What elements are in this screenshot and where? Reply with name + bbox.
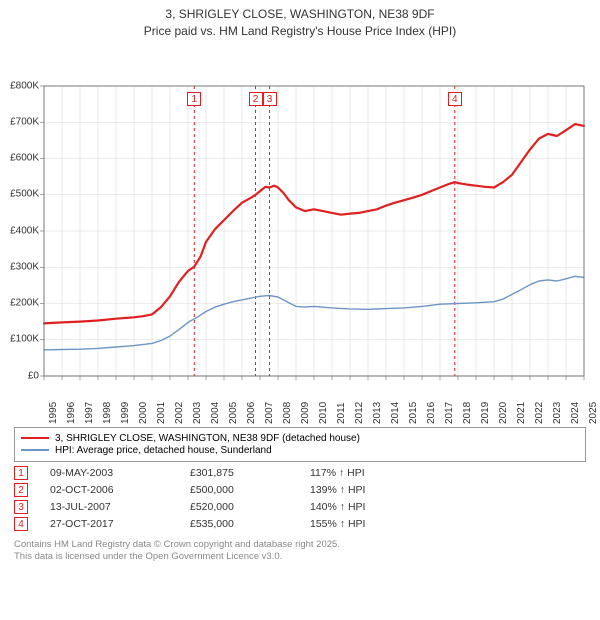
sales-table: 1 09-MAY-2003£301,875117% ↑ HPI 2 02-OCT-20… [14, 466, 586, 531]
y-tick-label: £500K [0, 189, 39, 200]
sales-hpi: 139% ↑ HPI [310, 484, 430, 496]
y-tick-label: £800K [0, 80, 39, 91]
sales-marker: 2 [14, 483, 28, 497]
chart-title: 3, SHRIGLEY CLOSE, WASHINGTON, NE38 9DF … [0, 0, 600, 40]
sales-date: 02-OCT-2006 [50, 484, 190, 496]
x-tick-label: 2012 [354, 401, 365, 423]
sales-hpi: 140% ↑ HPI [310, 501, 430, 513]
sales-row: 3 13-JUL-2007£520,000140% ↑ HPI [14, 500, 586, 514]
y-tick-label: £0 [0, 370, 39, 381]
footer-line2: This data is licensed under the Open Gov… [14, 551, 282, 562]
x-tick-label: 2024 [570, 401, 581, 423]
legend-swatch [21, 437, 49, 439]
sales-price: £301,875 [190, 467, 310, 479]
x-tick-label: 2013 [372, 401, 383, 423]
sales-price: £535,000 [190, 518, 310, 530]
x-tick-label: 2017 [444, 401, 455, 423]
sales-marker: 3 [14, 500, 28, 514]
x-tick-label: 1999 [120, 401, 131, 423]
x-tick-label: 2006 [246, 401, 257, 423]
x-tick-label: 2014 [390, 401, 401, 423]
y-tick-label: £400K [0, 225, 39, 236]
y-tick-label: £200K [0, 298, 39, 309]
x-tick-label: 2023 [552, 401, 563, 423]
x-tick-label: 2008 [282, 401, 293, 423]
x-tick-label: 2020 [498, 401, 509, 423]
x-tick-label: 2025 [588, 401, 599, 423]
legend: 3, SHRIGLEY CLOSE, WASHINGTON, NE38 9DF … [14, 427, 586, 462]
title-line1: 3, SHRIGLEY CLOSE, WASHINGTON, NE38 9DF [165, 7, 434, 21]
title-line2: Price paid vs. HM Land Registry's House … [144, 24, 456, 38]
x-tick-label: 1995 [48, 401, 59, 423]
x-tick-label: 2002 [174, 401, 185, 423]
sales-price: £500,000 [190, 484, 310, 496]
chart-marker-3: 3 [263, 92, 277, 106]
x-tick-label: 2004 [210, 401, 221, 423]
legend-item: 3, SHRIGLEY CLOSE, WASHINGTON, NE38 9DF … [21, 433, 579, 444]
legend-swatch [21, 449, 49, 450]
y-tick-label: £600K [0, 153, 39, 164]
legend-label: HPI: Average price, detached house, Sund… [55, 445, 272, 456]
x-tick-label: 2005 [228, 401, 239, 423]
y-tick-label: £300K [0, 261, 39, 272]
x-tick-label: 1997 [84, 401, 95, 423]
x-tick-label: 2000 [138, 401, 149, 423]
x-tick-label: 2018 [462, 401, 473, 423]
x-tick-label: 2011 [336, 402, 347, 424]
sales-hpi: 117% ↑ HPI [310, 467, 430, 479]
x-tick-label: 2015 [408, 401, 419, 423]
x-tick-label: 2019 [480, 401, 491, 423]
sales-marker: 1 [14, 466, 28, 480]
sales-date: 13-JUL-2007 [50, 501, 190, 513]
legend-label: 3, SHRIGLEY CLOSE, WASHINGTON, NE38 9DF … [55, 433, 360, 444]
sales-marker: 4 [14, 517, 28, 531]
x-tick-label: 2001 [156, 401, 167, 423]
x-tick-label: 2021 [516, 401, 527, 423]
y-tick-label: £700K [0, 116, 39, 127]
sales-hpi: 155% ↑ HPI [310, 518, 430, 530]
chart-svg [0, 40, 600, 380]
footer-line1: Contains HM Land Registry data © Crown c… [14, 539, 340, 550]
sales-row: 2 02-OCT-2006£500,000139% ↑ HPI [14, 483, 586, 497]
legend-item: HPI: Average price, detached house, Sund… [21, 445, 579, 456]
chart-marker-1: 1 [187, 92, 201, 106]
x-tick-label: 2010 [318, 401, 329, 423]
chart-plot-wrap: £0 £100K £200K £300K £400K £500K £600K £700K £80… [0, 40, 600, 385]
x-tick-label: 2007 [264, 401, 275, 423]
sales-date: 09-MAY-2003 [50, 467, 190, 479]
x-tick-label: 2009 [300, 401, 311, 423]
chart-container: { "title_line1": "3, SHRIGLEY CLOSE, WAS… [0, 0, 600, 620]
x-tick-label: 2022 [534, 401, 545, 423]
sales-row: 1 09-MAY-2003£301,875117% ↑ HPI [14, 466, 586, 480]
x-tick-label: 2003 [192, 401, 203, 423]
chart-marker-2: 2 [249, 92, 263, 106]
sales-price: £520,000 [190, 501, 310, 513]
chart-marker-4: 4 [448, 92, 462, 106]
x-tick-label: 1998 [102, 401, 113, 423]
x-tick-label: 1996 [66, 401, 77, 423]
x-tick-label: 2016 [426, 401, 437, 423]
sales-row: 4 27-OCT-2017£535,000155% ↑ HPI [14, 517, 586, 531]
footer-attribution: Contains HM Land Registry data © Crown c… [14, 539, 586, 564]
y-tick-label: £100K [0, 334, 39, 345]
sales-date: 27-OCT-2017 [50, 518, 190, 530]
